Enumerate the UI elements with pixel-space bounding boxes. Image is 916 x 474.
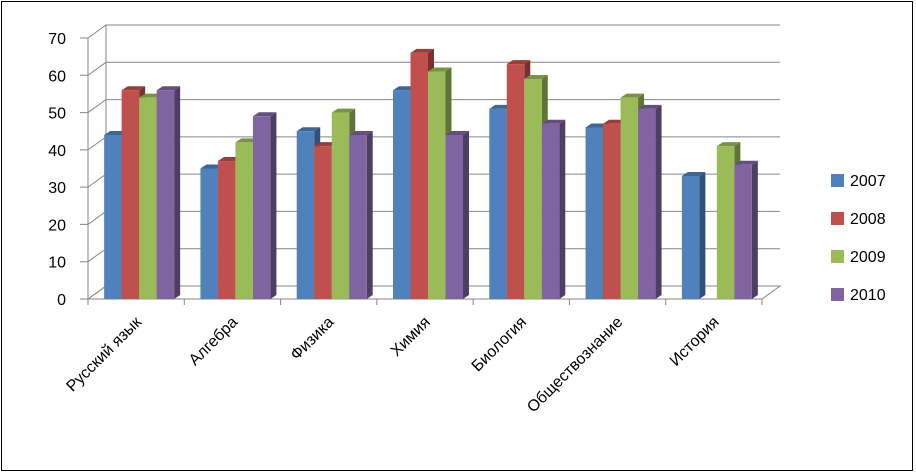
bar [681, 171, 706, 299]
x-tick-label: Химия [388, 314, 434, 360]
x-tick-label: Физика [288, 314, 338, 364]
bar [349, 130, 373, 299]
legend-label: 2007 [850, 173, 886, 190]
bar [156, 86, 181, 299]
bars [104, 48, 758, 300]
legend-swatch [831, 212, 844, 225]
legend-item: 2008 [831, 211, 886, 228]
y-tick-label: 50 [48, 106, 66, 123]
legend-swatch [831, 174, 844, 187]
legend-item: 2007 [831, 173, 886, 190]
legend-label: 2008 [850, 211, 886, 228]
gridline [80, 61, 780, 76]
legend: 2007 2008 2009 2010 [831, 173, 886, 304]
gridline [80, 24, 780, 39]
y-tick-label: 20 [48, 217, 66, 234]
legend-item: 2010 [831, 287, 886, 304]
x-tick-label: Обществознание [524, 314, 626, 416]
bar [252, 112, 277, 299]
x-tick-label: Алгебра [186, 314, 241, 369]
legend-swatch [831, 288, 844, 301]
bar [445, 130, 469, 299]
y-tick-label: 60 [48, 68, 66, 85]
legend-label: 2010 [850, 287, 886, 304]
legend-swatch [831, 250, 844, 263]
x-tick-label: История [667, 314, 723, 370]
x-tick-label: Биология [469, 314, 530, 375]
x-tick-label: Русский язык [63, 313, 145, 395]
y-tick-label: 40 [48, 143, 66, 160]
bar [734, 160, 758, 299]
legend-item: 2009 [831, 249, 886, 266]
y-tick-label: 0 [57, 292, 66, 309]
bar [541, 119, 566, 299]
bar [638, 104, 662, 299]
y-tick-label: 10 [48, 255, 66, 272]
legend-label: 2009 [850, 249, 886, 266]
y-tick-label: 70 [48, 31, 66, 48]
y-tick-label: 30 [48, 180, 66, 197]
